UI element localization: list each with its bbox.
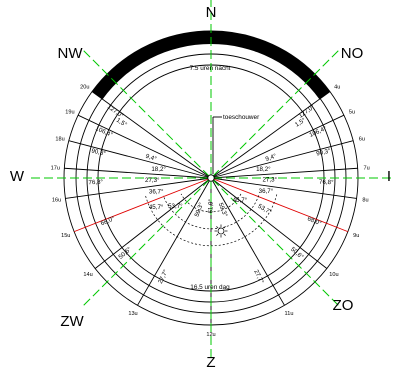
hour-ray bbox=[68, 140, 212, 179]
angle-label: 36,7° bbox=[149, 189, 164, 196]
hour-ray bbox=[210, 140, 354, 179]
angle-label: 76,8° bbox=[319, 179, 334, 187]
hour-label: 15u bbox=[61, 233, 70, 239]
angle-label: 1,5° bbox=[115, 117, 129, 129]
red-ray bbox=[210, 177, 349, 233]
hour-ray bbox=[94, 177, 212, 269]
compass-northwest: NW bbox=[58, 45, 84, 62]
compass-west: W bbox=[10, 168, 25, 185]
hour-ray bbox=[210, 177, 328, 269]
hour-label: 13u bbox=[128, 311, 137, 317]
angle-label: 90,3° bbox=[316, 147, 332, 157]
angle-label: 68,0° bbox=[306, 215, 323, 227]
angle-label: 45,7° bbox=[233, 197, 248, 204]
angle-label: 9,4° bbox=[145, 153, 158, 163]
night-arc-band bbox=[92, 30, 330, 100]
compass-axis bbox=[83, 50, 339, 306]
hour-labels: 4u 5u 6u 7u 8u 9u 10u 11u 12u 13u 14u 15u 16u 17u 18u 1… bbox=[51, 84, 370, 338]
hour-label: 16u bbox=[52, 198, 61, 204]
angle-label: 18,2° bbox=[151, 166, 166, 173]
compass-east: I bbox=[387, 168, 391, 185]
hour-label: 5u bbox=[349, 109, 355, 115]
hour-label: 6u bbox=[359, 136, 365, 142]
angle-label: 59,3° bbox=[217, 202, 229, 219]
red-ray bbox=[73, 177, 212, 233]
hour-ray bbox=[91, 91, 212, 179]
angle-label: 18,2° bbox=[256, 166, 271, 173]
angle-label: 127,0° bbox=[297, 103, 316, 119]
angle-label: 76,8° bbox=[88, 179, 103, 187]
hour-ray bbox=[210, 177, 285, 306]
elevation-arc bbox=[180, 193, 242, 213]
hour-ray bbox=[210, 177, 357, 199]
angle-label: 45,7° bbox=[149, 204, 164, 211]
compass-axes bbox=[31, 0, 391, 358]
hour-ray bbox=[65, 177, 212, 199]
sun-ray bbox=[223, 226, 226, 229]
elevation-arc bbox=[144, 194, 278, 247]
angle-label: 90,3° bbox=[91, 147, 107, 157]
angle-label: 27,3° bbox=[262, 177, 277, 184]
observer-label: toeschouwer bbox=[223, 114, 260, 121]
sun-icon bbox=[214, 224, 228, 238]
hour-label: 7u bbox=[364, 166, 370, 172]
sun-ray bbox=[216, 233, 219, 236]
angle-label: 61,9° bbox=[207, 198, 214, 213]
hour-label: 4u bbox=[334, 84, 340, 90]
compass-southeast: ZO bbox=[333, 297, 354, 314]
night-label: 7.5 uren nacht bbox=[190, 65, 231, 72]
angle-label: 36,7° bbox=[259, 188, 274, 195]
hour-label: 10u bbox=[329, 272, 338, 278]
day-label: 16.5 uren dag bbox=[190, 284, 230, 291]
hour-ray bbox=[210, 91, 331, 179]
hour-label: 8u bbox=[362, 198, 368, 204]
angle-label: 9,4° bbox=[265, 153, 278, 163]
angle-label: 27,3° bbox=[145, 177, 160, 184]
red-rays bbox=[73, 177, 349, 233]
hour-ray bbox=[64, 167, 212, 179]
angle-label: 53,7° bbox=[257, 203, 274, 217]
observer-dot bbox=[207, 174, 215, 182]
hour-label: 11u bbox=[285, 311, 294, 317]
hour-label: 9u bbox=[353, 233, 359, 239]
hour-label: 12u bbox=[206, 332, 215, 338]
compass-southwest: ZW bbox=[60, 313, 84, 330]
compass-axis bbox=[83, 50, 339, 306]
hour-label: 17u bbox=[51, 166, 60, 172]
hour-ray bbox=[77, 114, 212, 179]
hour-label: 18u bbox=[55, 136, 64, 142]
hour-ray bbox=[210, 167, 358, 179]
sun-ray bbox=[216, 226, 219, 229]
hour-label: 20u bbox=[80, 84, 89, 90]
sun-elevation-arcs bbox=[144, 193, 278, 247]
compass-north: N bbox=[206, 4, 217, 21]
hour-ray bbox=[210, 114, 345, 179]
angle-label: 106,4° bbox=[94, 125, 114, 139]
hour-label: 14u bbox=[83, 272, 92, 278]
angle-label: 59,3° bbox=[193, 201, 205, 218]
angle-label: 53,7° bbox=[168, 203, 183, 210]
sun-ray bbox=[223, 233, 226, 236]
hour-ray bbox=[137, 177, 212, 306]
compass-south: Z bbox=[206, 354, 215, 370]
hour-label: 19u bbox=[65, 109, 74, 115]
elevation-arc bbox=[162, 195, 260, 230]
compass-northeast: NO bbox=[341, 45, 364, 62]
angle-label: 106,4° bbox=[308, 125, 328, 139]
